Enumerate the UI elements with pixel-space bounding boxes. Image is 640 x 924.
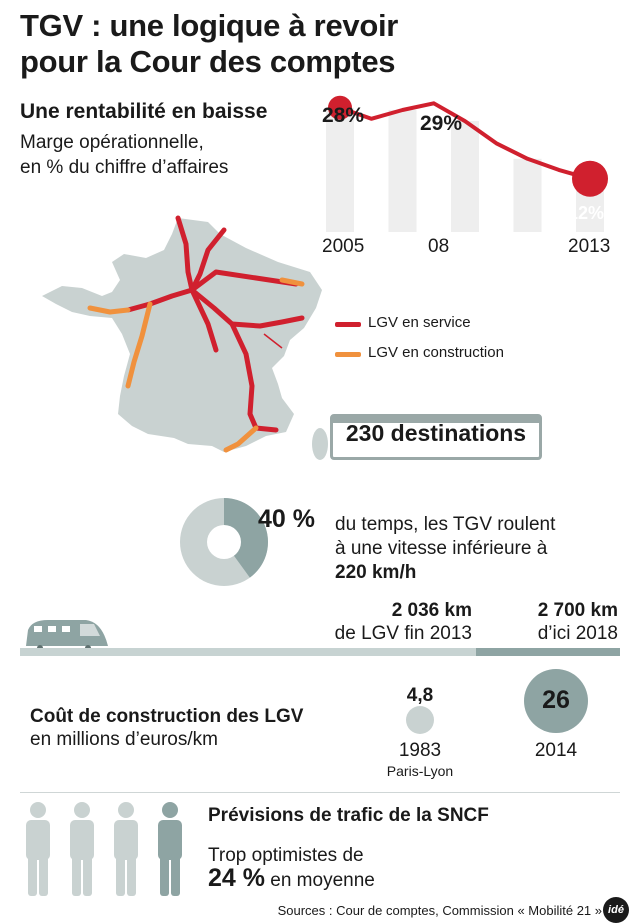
cost-heading: Coût de construction des LGV	[30, 706, 304, 727]
margin-subtitle-2: en % du chiffre d’affaires	[20, 157, 229, 178]
data-label-2013: 12%	[568, 203, 605, 223]
network-bar-2013	[20, 648, 476, 656]
cost-year-1983: 1983	[398, 740, 442, 761]
data-point-2013	[572, 160, 608, 197]
forecast-text-2: 24 % en moyenne	[208, 864, 375, 893]
page-title: TGV : une logique à revoir pour la Cour …	[20, 8, 398, 80]
cost-subtitle: en millions d’euros/km	[30, 729, 218, 750]
person-icon-highlight	[158, 802, 182, 896]
x-tick-08: 08	[428, 236, 450, 257]
network-km-2013-sub: de LGV fin 2013	[334, 623, 472, 644]
donut-slice-40-percent	[224, 498, 269, 578]
destinations-box	[330, 414, 542, 460]
forecast-text-1: Trop optimistes de	[208, 845, 364, 866]
donut-hole	[207, 525, 241, 559]
background-bar-2007	[388, 109, 417, 232]
people-icons	[26, 802, 182, 896]
x-tick-2013: 2013	[568, 236, 611, 257]
destinations-label: 230 destinations	[345, 420, 527, 446]
background-bar-2011	[513, 158, 542, 232]
cost-year-2014: 2014	[534, 740, 578, 761]
ide-logo: idé	[603, 897, 629, 923]
network-km-2018: 2 700 km	[537, 600, 618, 621]
page-title-line2: pour la Cour des comptes	[20, 44, 396, 79]
background-bar-2005	[326, 107, 354, 232]
forecast-suffix: en moyenne	[270, 870, 375, 891]
tgv-train-icon	[26, 620, 108, 651]
x-tick-2005: 2005	[322, 236, 365, 257]
lgv-construction-lines	[87, 277, 305, 453]
background-bar-2009	[451, 121, 479, 232]
legend-label-construction: LGV en construction	[368, 344, 504, 361]
speed-text-3: 220 km/h	[335, 562, 417, 583]
cost-route-1983: Paris-Lyon	[386, 763, 454, 779]
france-map	[42, 215, 328, 460]
speed-percent: 40 %	[258, 505, 315, 533]
network-km-2013: 2 036 km	[391, 600, 472, 621]
speed-donut-chart	[180, 498, 269, 586]
data-label-2008: 29%	[420, 112, 463, 135]
margin-subtitle-1: Marge opérationnelle,	[20, 132, 204, 153]
network-bar-2018	[476, 648, 620, 656]
france-outline	[42, 218, 322, 452]
section-divider	[20, 792, 620, 793]
sources: Sources : Cour de comptes, Commission « …	[277, 903, 602, 918]
data-point-2005	[328, 95, 352, 120]
page-title-line1: TGV : une logique à revoir	[20, 8, 399, 43]
series-line-margin	[338, 101, 592, 181]
forecast-heading: Prévisions de trafic de la SNCF	[208, 805, 489, 826]
legend-swatch-construction	[335, 352, 361, 357]
forecast-percent: 24 %	[208, 864, 265, 892]
cost-bubble-2014	[524, 669, 588, 733]
margin-heading: Une rentabilité en baisse	[20, 100, 268, 123]
speed-text-2: à une vitesse inférieure à	[335, 538, 548, 559]
network-km-2018-sub: d’ici 2018	[537, 623, 618, 644]
lgv-service-lines	[125, 215, 305, 433]
cost-value-2014: 26	[542, 686, 570, 714]
corsica	[312, 428, 328, 460]
cost-bubble-1983	[406, 706, 434, 734]
person-icon-1	[26, 802, 50, 896]
person-icon-3	[114, 802, 138, 896]
legend-label-service: LGV en service	[368, 314, 471, 331]
cost-value-1983: 4,8	[406, 685, 434, 706]
lgv-rhine-branch	[263, 333, 283, 349]
person-icon-2	[70, 802, 94, 896]
speed-text-1: du temps, les TGV roulent	[335, 514, 556, 535]
legend-swatch-service	[335, 322, 361, 327]
data-label-2005: 28%	[322, 104, 365, 127]
